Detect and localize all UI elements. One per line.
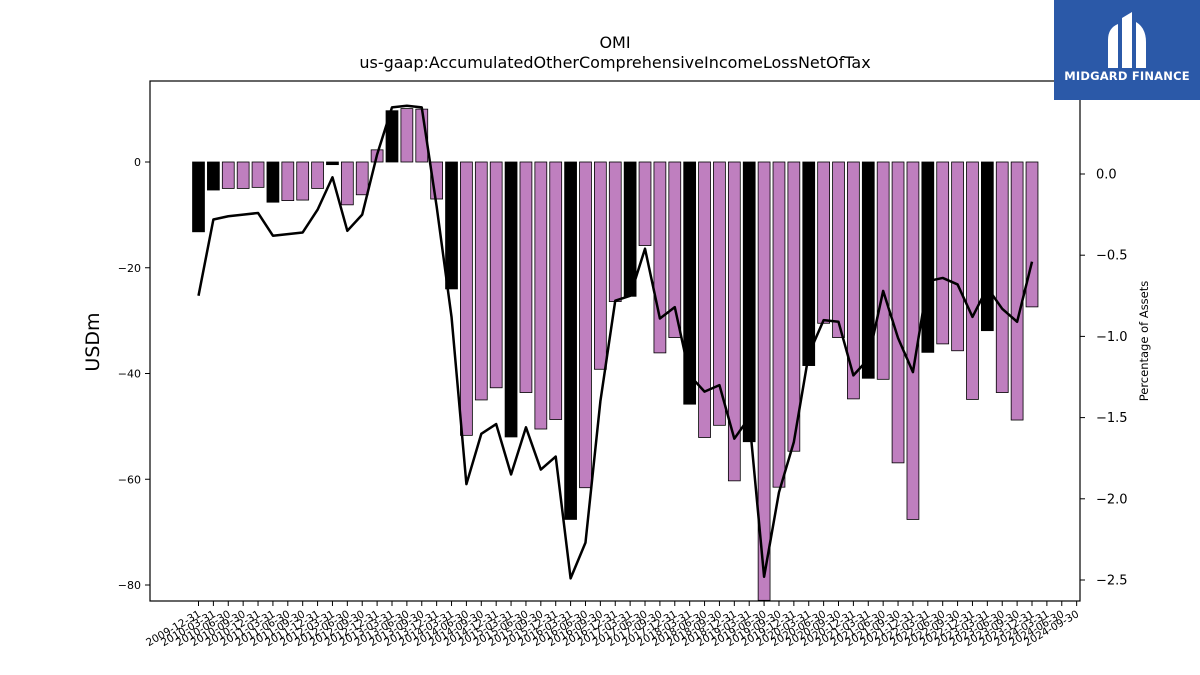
bar-2021-09-30: [891, 161, 905, 464]
bar-2019-06-30: [757, 161, 771, 601]
bar-2014-03-31: [445, 161, 458, 290]
bar-2017-03-31: [623, 161, 637, 297]
y2-tick-label: −0.5: [1096, 249, 1128, 264]
bar-2012-09-30: [355, 161, 369, 196]
bar-2014-09-30: [474, 161, 488, 401]
bar-2009-12-31: [192, 161, 205, 233]
logo-mark-icon: [1108, 12, 1146, 68]
y-tick-label: −60: [118, 473, 141, 486]
bar-2021-06-30: [876, 161, 890, 380]
y2-tick-label: −2.5: [1096, 574, 1128, 589]
bar-2023-03-31: [980, 161, 994, 332]
bar-2019-03-31: [742, 161, 756, 443]
bar-2016-06-30: [579, 161, 592, 489]
y2-tick-label: 0.0: [1096, 168, 1117, 183]
bar-2015-12-31: [549, 161, 563, 420]
bar-2017-12-31: [668, 161, 682, 338]
bar-2018-03-31: [683, 161, 697, 405]
bar-2011-03-31: [266, 161, 280, 203]
bar-2013-06-30: [400, 108, 414, 163]
percentage-line: [197, 104, 1034, 580]
bar-2014-06-30: [460, 161, 473, 436]
y-tick-label: −40: [118, 368, 141, 381]
bar-2019-09-30: [772, 161, 786, 488]
bar-2010-12-31: [251, 161, 265, 188]
y2-tick-label: −1.5: [1096, 411, 1128, 426]
bar-2023-12-31: [1025, 161, 1039, 308]
bar-2018-09-30: [713, 161, 726, 426]
bar-2010-06-30: [221, 161, 235, 189]
y2-tick-label: −1.0: [1096, 330, 1128, 345]
y2-tick-label: −2.0: [1096, 492, 1128, 507]
logo-text: MIDGARD FINANCE: [1064, 69, 1190, 83]
bar-2021-03-31: [861, 161, 875, 379]
bar-2010-09-30: [236, 161, 250, 189]
bar-2017-06-30: [638, 161, 652, 246]
bar-2020-03-31: [802, 161, 816, 366]
bar-2019-12-31: [787, 161, 801, 452]
chart-title: OMI: [599, 33, 631, 52]
bar-2023-09-30: [1010, 161, 1024, 421]
brand-logo: MIDGARD FINANCE: [1054, 0, 1200, 100]
bar-2012-06-30: [340, 161, 354, 206]
bar-2020-09-30: [832, 161, 845, 338]
bar-2022-03-31: [921, 161, 935, 353]
y-tick-label: −20: [118, 262, 141, 275]
bar-2015-06-30: [519, 161, 533, 393]
bar-2023-06-30: [995, 161, 1009, 393]
y-tick-label: 0: [134, 156, 141, 169]
bar-2018-12-31: [727, 161, 741, 482]
chart-subtitle: us-gaap:AccumulatedOtherComprehensiveInc…: [359, 53, 871, 72]
bar-2022-06-30: [936, 161, 950, 345]
bar-2017-09-30: [653, 161, 667, 354]
bar-2022-09-30: [951, 161, 964, 352]
bar-2016-12-31: [608, 161, 622, 302]
bar-2014-12-31: [489, 161, 503, 389]
y2-axis-label: Percentage of Assets: [1137, 281, 1151, 402]
bar-2012-03-31: [326, 161, 339, 166]
bar-2015-09-30: [534, 161, 548, 430]
bar-2010-03-31: [207, 161, 220, 191]
bar-2022-12-31: [966, 161, 979, 400]
bar-2011-06-30: [281, 161, 295, 201]
y-tick-label: −80: [118, 579, 141, 592]
bar-2015-03-31: [504, 161, 518, 438]
bar-2020-06-30: [817, 161, 830, 324]
bar-2016-03-31: [564, 161, 577, 520]
y-axis-label: USDm: [82, 312, 104, 371]
bar-2011-12-31: [311, 161, 324, 189]
plot-area: [192, 104, 1039, 601]
bar-2011-09-30: [296, 161, 310, 201]
bar-2020-12-31: [847, 161, 860, 400]
bar-2018-06-30: [698, 161, 711, 438]
bar-2016-09-30: [594, 161, 607, 370]
